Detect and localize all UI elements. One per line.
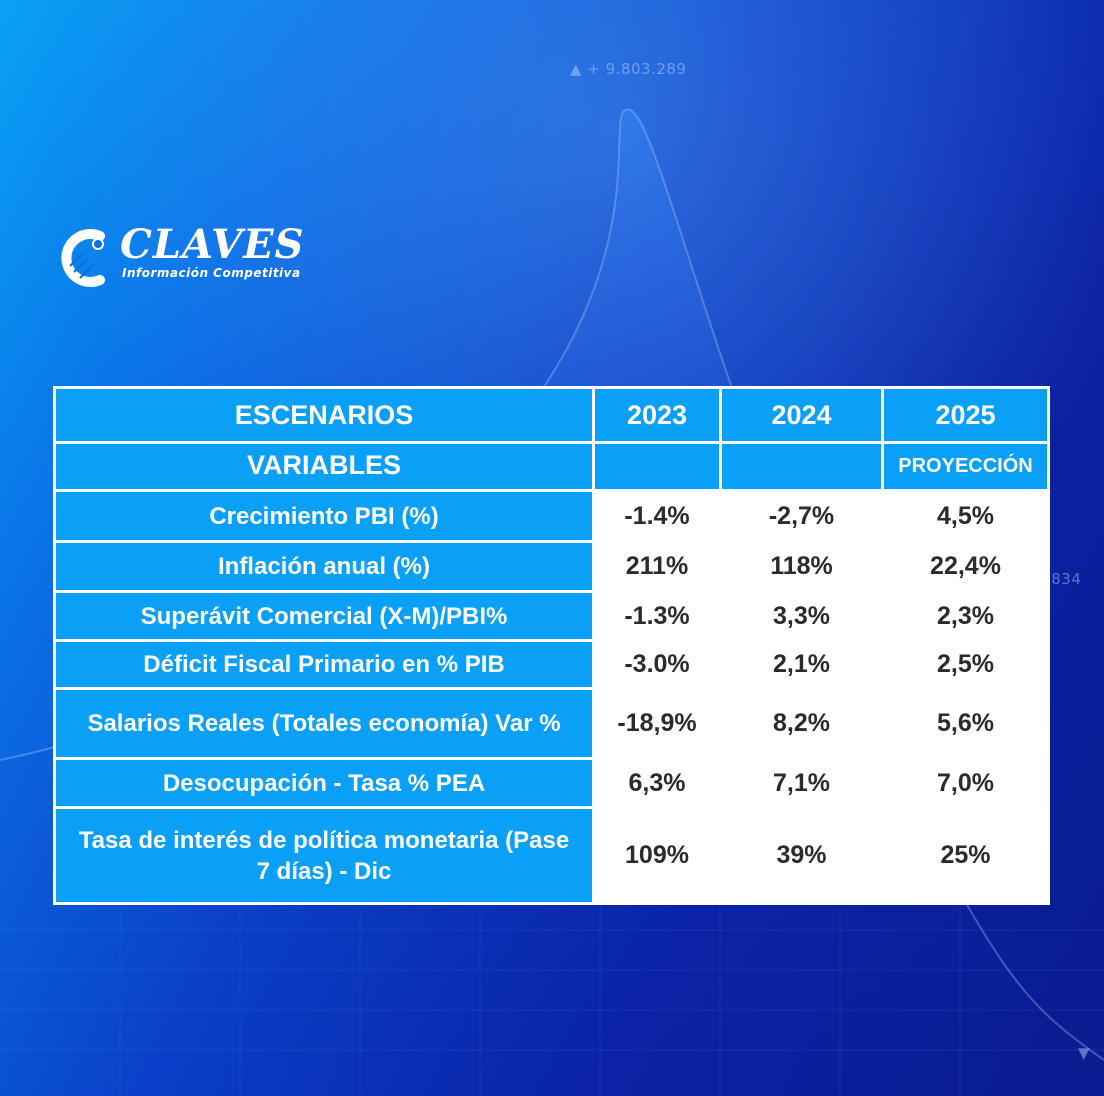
scenarios-header: ESCENARIOS xyxy=(53,386,595,444)
row-label: Tasa de interés de política monetaria (P… xyxy=(53,806,595,905)
row-label: Déficit Fiscal Primario en % PIB xyxy=(53,639,595,690)
value-2023: 6,3% xyxy=(592,757,722,809)
table-row: Desocupación - Tasa % PEA 6,3% 7,1% 7,0% xyxy=(53,757,1050,809)
scenarios-table: ESCENARIOS 2023 2024 2025 VARIABLES PROY… xyxy=(53,386,1050,905)
value-2023: -3.0% xyxy=(592,639,722,690)
header-row-years: ESCENARIOS 2023 2024 2025 xyxy=(53,386,1050,444)
table-row: Inflación anual (%) 211% 118% 22,4% xyxy=(53,540,1050,593)
value-2025: 4,5% xyxy=(881,489,1050,543)
value-2023: -1.4% xyxy=(592,489,722,543)
year-header-2024: 2024 xyxy=(719,386,884,444)
value-2024: 8,2% xyxy=(719,687,884,760)
value-2024: 3,3% xyxy=(719,590,884,642)
table-row: Tasa de interés de política monetaria (P… xyxy=(53,806,1050,905)
value-2024: -2,7% xyxy=(719,489,884,543)
value-2024: 7,1% xyxy=(719,757,884,809)
row-label: Inflación anual (%) xyxy=(53,540,595,593)
value-2024: 118% xyxy=(719,540,884,593)
row-label: Salarios Reales (Totales economía) Var % xyxy=(53,687,595,760)
header-empty-cell xyxy=(592,441,722,492)
header-empty-cell xyxy=(719,441,884,492)
ticker-bottom: ▼ xyxy=(1078,1044,1091,1062)
row-label: Superávit Comercial (X-M)/PBI% xyxy=(53,590,595,642)
year-header-2023: 2023 xyxy=(592,386,722,444)
table-row: Crecimiento PBI (%) -1.4% -2,7% 4,5% xyxy=(53,489,1050,543)
header-row-variables: VARIABLES PROYECCIÓN xyxy=(53,441,1050,492)
value-2023: 109% xyxy=(592,806,722,905)
ticker-top: ▲ + 9.803.289 xyxy=(570,60,687,78)
value-2025: 7,0% xyxy=(881,757,1050,809)
value-2023: 211% xyxy=(592,540,722,593)
row-label: Crecimiento PBI (%) xyxy=(53,489,595,543)
year-header-2025: 2025 xyxy=(881,386,1050,444)
value-2025: 2,3% xyxy=(881,590,1050,642)
table-row: Superávit Comercial (X-M)/PBI% -1.3% 3,3… xyxy=(53,590,1050,642)
value-2023: -1.3% xyxy=(592,590,722,642)
table-row: Déficit Fiscal Primario en % PIB -3.0% 2… xyxy=(53,639,1050,690)
claves-logo-mark-icon xyxy=(61,229,105,287)
value-2024: 2,1% xyxy=(719,639,884,690)
value-2023: -18,9% xyxy=(592,687,722,760)
value-2024: 39% xyxy=(719,806,884,905)
table-row: Salarios Reales (Totales economía) Var %… xyxy=(53,687,1050,760)
projection-header: PROYECCIÓN xyxy=(881,441,1050,492)
value-2025: 5,6% xyxy=(881,687,1050,760)
ticker-right: .834 xyxy=(1046,570,1082,588)
logo-subtitle: Información Competitiva xyxy=(122,266,301,280)
value-2025: 22,4% xyxy=(881,540,1050,593)
claves-logo: CLAVES Información Competitiva xyxy=(60,222,320,292)
variables-header: VARIABLES xyxy=(53,441,595,492)
row-label: Desocupación - Tasa % PEA xyxy=(53,757,595,809)
value-2025: 25% xyxy=(881,806,1050,905)
logo-title: CLAVES xyxy=(120,221,305,268)
value-2025: 2,5% xyxy=(881,639,1050,690)
